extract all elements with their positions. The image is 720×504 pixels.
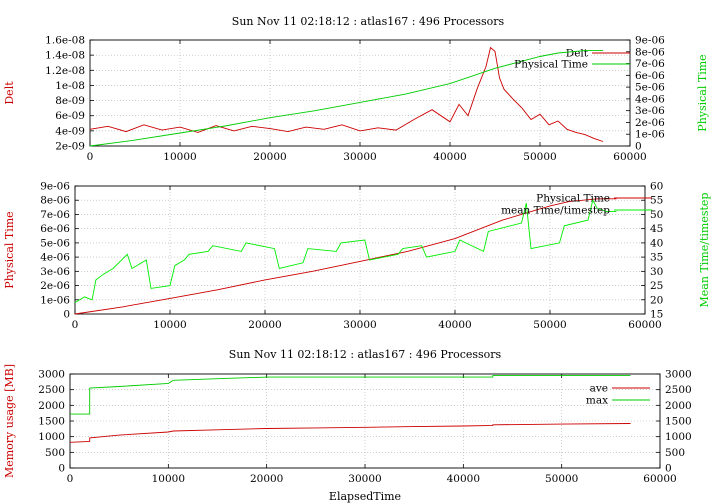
y-tick-label: 6e-09	[55, 110, 85, 122]
y-tick-label: 2500	[38, 384, 65, 396]
series-line-max	[70, 375, 631, 415]
y-tick-label: 3000	[38, 369, 65, 381]
legend-label-max: max	[586, 395, 608, 407]
y-tick-label: 1e-06	[40, 294, 70, 306]
y-tick-label: 5e-06	[40, 237, 70, 249]
y2-tick-label: 35	[650, 252, 663, 264]
x-tick-label: 50000	[533, 319, 566, 331]
x-tick-label: 10000	[163, 151, 196, 163]
legend-label-physical-time: Physical Time	[514, 59, 588, 71]
y2-axis-label: Mean Time/timestep	[698, 193, 711, 308]
y-tick-label: 500	[45, 447, 65, 459]
y-tick-label: 9e-06	[40, 181, 70, 193]
y2-tick-label: 6e-06	[635, 70, 665, 82]
x-tick-label: 60000	[628, 319, 661, 331]
x-tick-label: 30000	[348, 473, 381, 485]
y2-tick-label: 25	[650, 280, 663, 292]
delt-physical-time-chart: 0 10000 20000 30000 40000 50000 60000 2e-09 4e-0…	[3, 15, 709, 163]
y2-tick-label: 2500	[665, 384, 692, 396]
y2-tick-label: 55	[650, 195, 663, 207]
x-tick-label: 0	[67, 473, 74, 485]
chart-title: Sun Nov 11 02:18:12 : atlas167 : 496 Pro…	[229, 348, 502, 361]
y-tick-label: 7e-06	[40, 209, 70, 221]
y2-tick-label: 30	[650, 266, 663, 278]
y-tick-label: 1.4e-08	[45, 50, 85, 62]
y2-tick-label: 60	[650, 181, 663, 193]
series-line-ave	[69, 423, 631, 443]
x-tick-label: 40000	[433, 151, 466, 163]
x-axis-label: ElapsedTime	[329, 490, 401, 503]
y-tick-label: 8e-09	[55, 95, 85, 107]
y2-tick-label: 7e-06	[635, 58, 665, 70]
memory-usage-chart: 0 10000 20000 30000 40000 50000 60000050010001…	[3, 348, 692, 503]
series-line-physical-time	[89, 50, 603, 147]
x-tick-label: 40000	[438, 319, 471, 331]
y2-tick-label: 2000	[665, 400, 692, 412]
y2-tick-label: 20	[650, 294, 663, 306]
x-tick-label: 0	[87, 151, 94, 163]
y2-tick-label: 9e-06	[635, 35, 665, 47]
y2-tick-label: 1000	[665, 431, 692, 443]
y-tick-label: 2e-06	[40, 280, 70, 292]
y-tick-label: 2000	[38, 400, 65, 412]
y2-tick-label: 3e-06	[635, 105, 665, 117]
y-tick-label: 0	[63, 309, 70, 321]
y2-tick-label: 1500	[665, 416, 692, 428]
y2-tick-label: 500	[665, 447, 685, 459]
y-tick-label: 1.2e-08	[45, 65, 85, 77]
legend-label-physical-time: Physical Time	[536, 193, 610, 205]
y-tick-label: 0	[58, 463, 65, 475]
y-axis-label: Physical Time	[3, 211, 16, 288]
series-line-mean-time-timestep	[74, 198, 617, 303]
y2-tick-label: 4e-06	[635, 93, 665, 105]
x-tick-label: 20000	[250, 473, 283, 485]
x-tick-label: 30000	[343, 319, 376, 331]
x-tick-label: 20000	[248, 319, 281, 331]
y2-tick-label: 40	[650, 237, 663, 249]
x-tick-label: 40000	[447, 473, 480, 485]
x-tick-label: 20000	[253, 151, 286, 163]
y2-tick-label: 15	[650, 309, 663, 321]
x-tick-label: 60000	[613, 151, 646, 163]
y-tick-label: 6e-06	[40, 223, 70, 235]
y-tick-label: 2e-09	[55, 141, 85, 153]
x-tick-label: 30000	[343, 151, 376, 163]
y2-tick-label: 1e-06	[635, 129, 665, 141]
y-tick-label: 8e-06	[40, 195, 70, 207]
y2-tick-label: 5e-06	[635, 82, 665, 94]
physical-time-mean-timestep-chart: 0 10000 20000 30000 40000 50000 60000 0 1e-06 2e-…	[3, 181, 711, 332]
y2-tick-label: 0	[665, 463, 672, 475]
y-tick-label: 4e-06	[40, 252, 70, 264]
plot-frame	[69, 373, 661, 469]
y2-tick-label: 45	[650, 223, 663, 235]
y-tick-label: 1000	[38, 431, 65, 443]
x-tick-label: 60000	[643, 473, 676, 485]
x-tick-label: 10000	[152, 473, 185, 485]
y-tick-label: 4e-09	[55, 125, 85, 137]
y2-axis-label: Physical Time	[696, 54, 709, 131]
y2-tick-label: 3000	[665, 369, 692, 381]
y2-tick-label: 8e-06	[635, 46, 665, 58]
legend-label-ave: ave	[590, 383, 608, 395]
y-axis-label: Delt	[3, 81, 16, 105]
plot-frame	[89, 39, 631, 147]
y-tick-label: 3e-06	[40, 266, 70, 278]
y-tick-label: 1e-08	[55, 80, 85, 92]
plot-frame	[74, 185, 646, 315]
legend-label-mean-time-timestep: mean Time/timestep	[501, 205, 610, 217]
y2-tick-label: 0	[635, 141, 642, 153]
x-tick-label: 10000	[153, 319, 186, 331]
y2-tick-label: 2e-06	[635, 117, 665, 129]
chart-title: Sun Nov 11 02:18:12 : atlas167 : 496 Pro…	[232, 15, 505, 28]
y-axis-label: Memory usage [MB]	[3, 364, 16, 478]
y2-tick-label: 50	[650, 209, 663, 221]
y-tick-label: 1500	[38, 416, 65, 428]
y-tick-label: 1.6e-08	[45, 35, 85, 47]
series-line-physical-time	[74, 198, 617, 315]
x-tick-label: 50000	[545, 473, 578, 485]
x-tick-label: 0	[72, 319, 79, 331]
x-tick-label: 50000	[523, 151, 556, 163]
